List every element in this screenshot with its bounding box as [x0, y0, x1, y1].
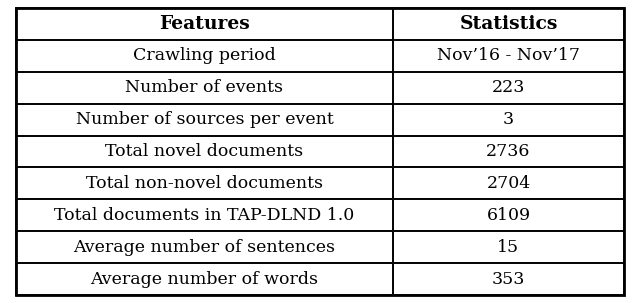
Bar	[393, 40, 624, 72]
Text: Crawling period: Crawling period	[133, 47, 276, 64]
Text: Statistics: Statistics	[460, 15, 557, 32]
Text: 2704: 2704	[486, 175, 531, 192]
Bar	[393, 263, 624, 295]
Bar	[16, 263, 393, 295]
Bar	[16, 72, 393, 104]
Text: 353: 353	[492, 271, 525, 288]
Bar	[16, 8, 393, 40]
Text: 3: 3	[503, 111, 514, 128]
Bar	[16, 168, 393, 199]
Text: Nov’16 - Nov’17: Nov’16 - Nov’17	[437, 47, 580, 64]
Text: Average number of words: Average number of words	[90, 271, 319, 288]
Text: Total novel documents: Total novel documents	[106, 143, 303, 160]
Text: 223: 223	[492, 79, 525, 96]
Text: Average number of sentences: Average number of sentences	[74, 239, 335, 256]
Bar	[393, 8, 624, 40]
Text: 15: 15	[497, 239, 520, 256]
Text: 2736: 2736	[486, 143, 531, 160]
Bar	[393, 104, 624, 135]
Text: Total non-novel documents: Total non-novel documents	[86, 175, 323, 192]
Bar	[16, 199, 393, 231]
Bar	[393, 199, 624, 231]
Bar	[393, 135, 624, 168]
Bar	[393, 231, 624, 263]
Text: Total documents in TAP-DLND 1.0: Total documents in TAP-DLND 1.0	[54, 207, 355, 224]
Bar	[393, 72, 624, 104]
Text: Number of events: Number of events	[125, 79, 284, 96]
Text: 6109: 6109	[486, 207, 531, 224]
Bar	[16, 231, 393, 263]
Text: Number of sources per event: Number of sources per event	[76, 111, 333, 128]
Bar	[16, 104, 393, 135]
Bar	[393, 168, 624, 199]
Text: Features: Features	[159, 15, 250, 32]
Bar	[16, 135, 393, 168]
Bar	[16, 40, 393, 72]
